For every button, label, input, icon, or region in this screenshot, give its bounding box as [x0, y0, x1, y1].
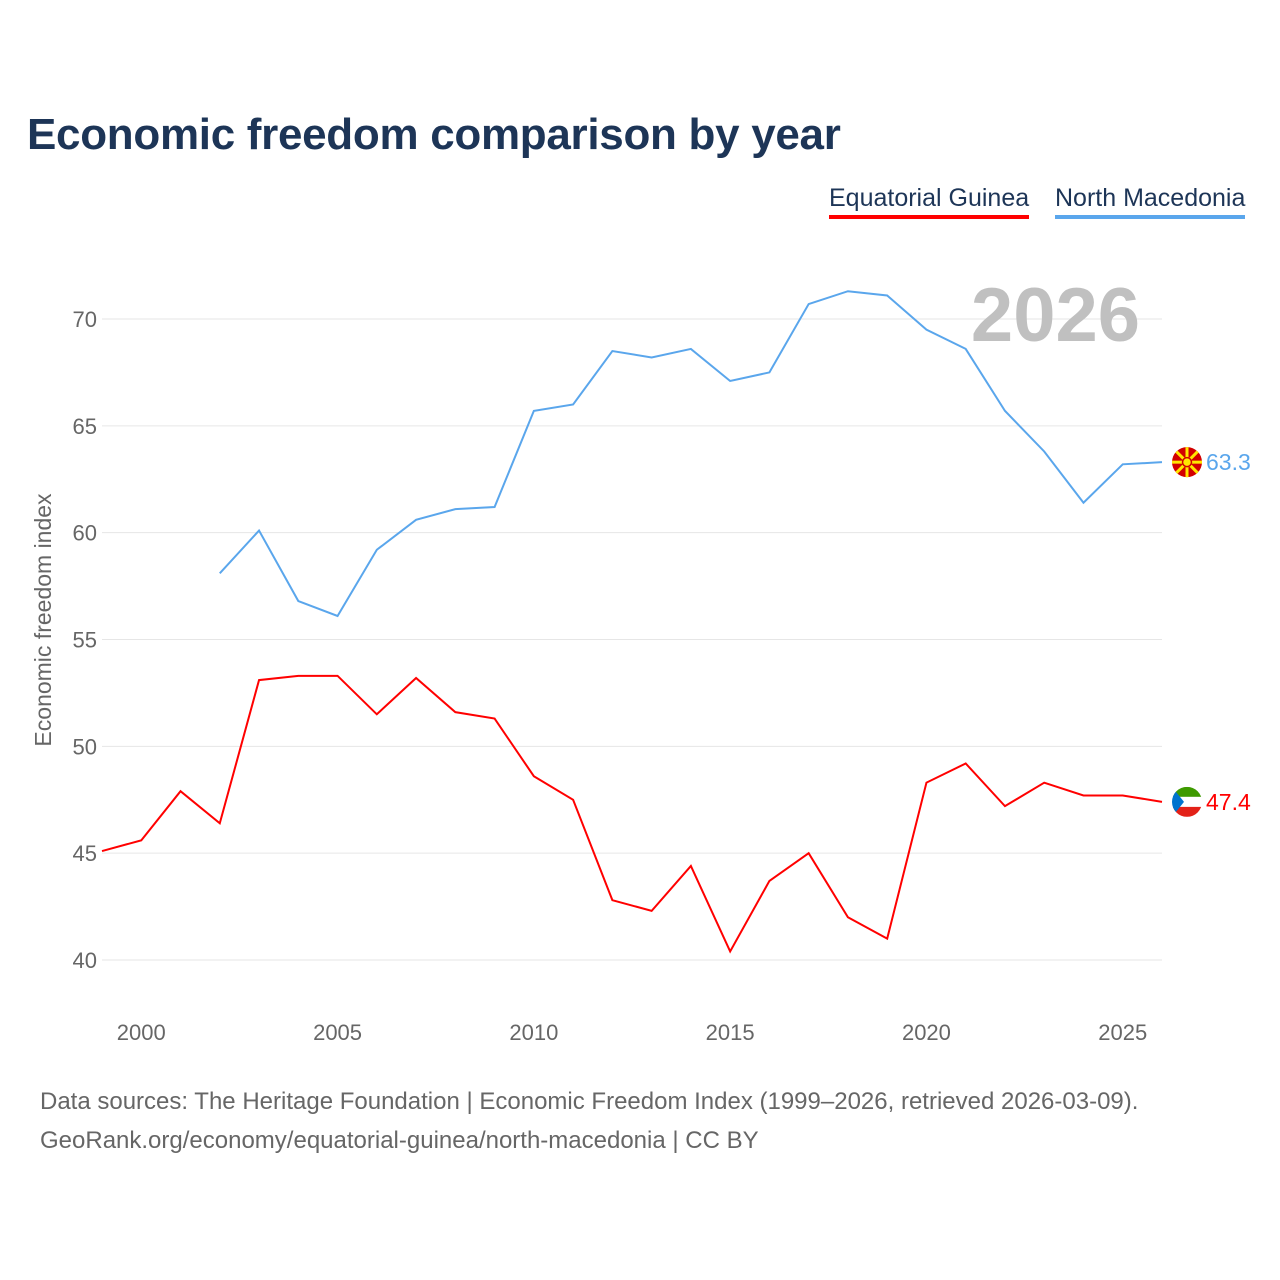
series-line-equatorial-guinea: [101, 674, 1163, 954]
flag-green: [1172, 786, 1202, 797]
x-tick-label: 2015: [706, 1020, 755, 1045]
flag-red: [1172, 806, 1202, 817]
y-tick-label: 40: [73, 948, 97, 973]
flag-triangle: [1172, 786, 1184, 817]
equatorial-guinea-flag-icon: [1172, 786, 1202, 817]
x-tick-label: 2020: [902, 1020, 951, 1045]
y-tick-label: 60: [73, 521, 97, 546]
data-sources: Data sources: The Heritage Foundation | …: [40, 1088, 1139, 1115]
flag-sun: [1181, 456, 1193, 468]
x-tick-label: 2010: [509, 1020, 558, 1045]
y-axis-label: Economic freedom index: [30, 493, 56, 747]
x-tick-label: 2005: [313, 1020, 362, 1045]
y-tick-label: 45: [73, 841, 97, 866]
x-tick-label: 2000: [117, 1020, 166, 1045]
credit-link[interactable]: GeoRank.org/economy/equatorial-guinea/no…: [40, 1127, 759, 1154]
x-tick-label: 2025: [1098, 1020, 1147, 1045]
legend-equatorial-guinea[interactable]: Equatorial Guinea: [829, 184, 1030, 219]
end-value-label: 63.3: [1206, 449, 1251, 475]
y-tick-label: 50: [73, 734, 97, 759]
legend-north-macedonia[interactable]: North Macedonia: [1055, 184, 1246, 219]
y-tick-label: 55: [73, 628, 97, 653]
y-tick-label: 65: [73, 414, 97, 439]
year-watermark: 2026: [971, 273, 1140, 358]
flag-white: [1172, 796, 1202, 807]
y-tick-label: 70: [73, 307, 97, 332]
chart-title: Economic freedom comparison by year: [27, 110, 841, 159]
series-line-north-macedonia: [219, 290, 1163, 618]
end-value-label: 47.4: [1206, 789, 1251, 815]
